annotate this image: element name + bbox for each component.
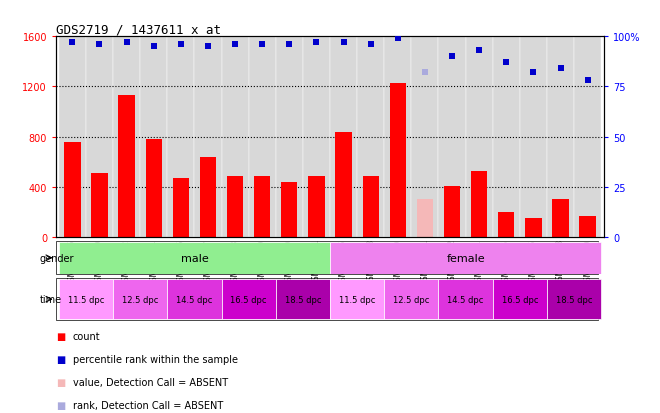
Bar xyxy=(416,200,433,237)
Bar xyxy=(389,83,406,237)
Text: GDS2719 / 1437611_x_at: GDS2719 / 1437611_x_at xyxy=(56,23,221,36)
Text: 14.5 dpc: 14.5 dpc xyxy=(447,295,484,304)
Bar xyxy=(465,37,493,237)
Bar xyxy=(276,280,330,319)
Bar xyxy=(498,212,514,237)
Bar xyxy=(362,176,379,237)
Bar xyxy=(493,280,547,319)
Text: ■: ■ xyxy=(56,354,65,364)
Text: time: time xyxy=(40,294,62,304)
Bar xyxy=(249,37,276,237)
Bar xyxy=(86,37,113,237)
Bar xyxy=(64,142,81,237)
Bar xyxy=(547,37,574,237)
Bar xyxy=(119,96,135,237)
Bar xyxy=(222,280,276,319)
Bar xyxy=(91,173,108,237)
Bar xyxy=(167,280,222,319)
Text: ■: ■ xyxy=(56,377,65,387)
Text: 18.5 dpc: 18.5 dpc xyxy=(284,295,321,304)
Bar xyxy=(303,37,330,237)
Bar xyxy=(471,171,487,237)
Bar xyxy=(254,176,271,237)
Text: rank, Detection Call = ABSENT: rank, Detection Call = ABSENT xyxy=(73,400,223,410)
Bar xyxy=(330,37,357,237)
Bar xyxy=(276,37,303,237)
Bar xyxy=(444,186,460,237)
Bar xyxy=(281,183,298,237)
Bar xyxy=(146,140,162,237)
Bar xyxy=(59,280,113,319)
Text: male: male xyxy=(181,253,209,263)
Bar xyxy=(308,176,325,237)
Bar xyxy=(140,37,167,237)
Text: 12.5 dpc: 12.5 dpc xyxy=(122,295,158,304)
Bar xyxy=(493,37,520,237)
Text: 11.5 dpc: 11.5 dpc xyxy=(339,295,376,304)
Text: value, Detection Call = ABSENT: value, Detection Call = ABSENT xyxy=(73,377,228,387)
Text: count: count xyxy=(73,332,100,342)
Bar xyxy=(411,37,438,237)
Bar xyxy=(438,280,493,319)
Text: ■: ■ xyxy=(56,332,65,342)
Text: 14.5 dpc: 14.5 dpc xyxy=(176,295,213,304)
Text: 11.5 dpc: 11.5 dpc xyxy=(68,295,104,304)
Text: ■: ■ xyxy=(56,400,65,410)
Bar xyxy=(113,280,167,319)
Text: 18.5 dpc: 18.5 dpc xyxy=(556,295,592,304)
Bar xyxy=(173,179,189,237)
Bar xyxy=(384,37,411,237)
Bar xyxy=(59,37,86,237)
Bar xyxy=(579,216,596,237)
Bar xyxy=(520,37,547,237)
Bar xyxy=(574,37,601,237)
Bar xyxy=(335,132,352,237)
Bar xyxy=(547,280,601,319)
Bar xyxy=(227,176,244,237)
Bar xyxy=(195,37,222,237)
Bar xyxy=(167,37,195,237)
Bar xyxy=(357,37,384,237)
Bar xyxy=(59,242,330,274)
Text: percentile rank within the sample: percentile rank within the sample xyxy=(73,354,238,364)
Bar xyxy=(330,242,601,274)
Bar xyxy=(113,37,140,237)
Text: female: female xyxy=(446,253,485,263)
Text: 12.5 dpc: 12.5 dpc xyxy=(393,295,430,304)
Bar xyxy=(552,200,569,237)
Bar xyxy=(438,37,465,237)
Bar xyxy=(384,280,438,319)
Text: gender: gender xyxy=(40,253,75,263)
Text: 16.5 dpc: 16.5 dpc xyxy=(230,295,267,304)
Bar xyxy=(525,219,541,237)
Bar xyxy=(200,157,216,237)
Bar xyxy=(222,37,249,237)
Text: 16.5 dpc: 16.5 dpc xyxy=(502,295,538,304)
Bar xyxy=(330,280,384,319)
